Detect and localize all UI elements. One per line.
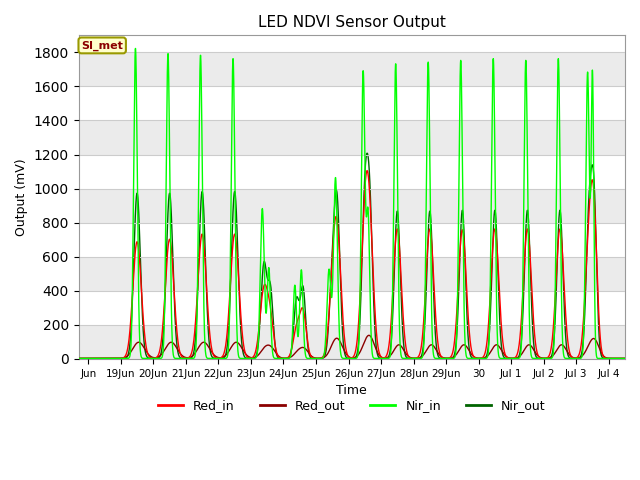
- Title: LED NDVI Sensor Output: LED NDVI Sensor Output: [258, 15, 445, 30]
- Bar: [79, 189, 625, 223]
- Bar: [79, 52, 625, 86]
- Legend: Red_in, Red_out, Nir_in, Nir_out: Red_in, Red_out, Nir_in, Nir_out: [153, 395, 550, 418]
- Y-axis label: Output (mV): Output (mV): [15, 158, 28, 236]
- Text: SI_met: SI_met: [81, 40, 123, 50]
- X-axis label: Time: Time: [337, 384, 367, 397]
- Bar: [79, 325, 625, 359]
- Bar: [79, 257, 625, 291]
- Bar: [79, 120, 625, 155]
